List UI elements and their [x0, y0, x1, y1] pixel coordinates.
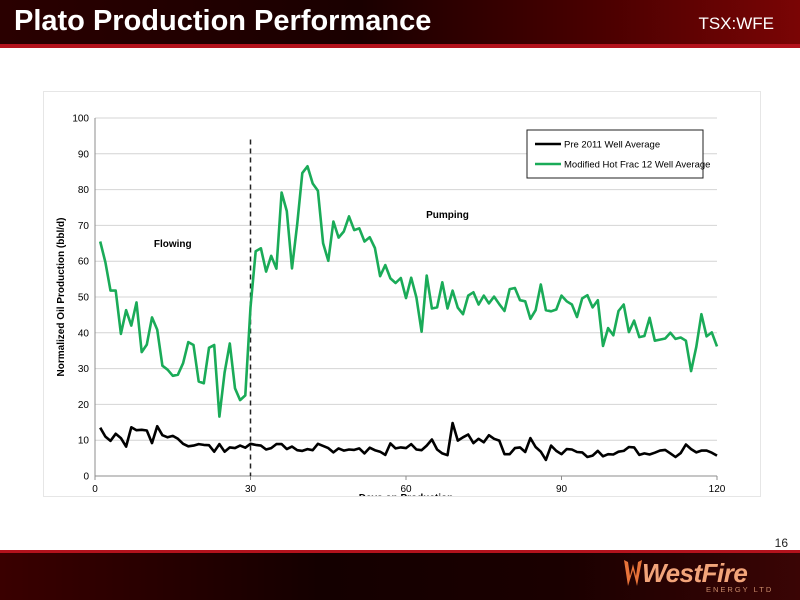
- page-number: 16: [774, 536, 788, 550]
- title-bar: Plato Production Performance TSX:WFE: [0, 0, 800, 44]
- logo-subtitle: ENERGY LTD: [706, 585, 774, 594]
- y-tick-label: 80: [78, 185, 90, 196]
- page-title: Plato Production Performance: [14, 5, 432, 37]
- y-tick-label: 50: [78, 293, 90, 304]
- y-tick-label: 20: [78, 400, 90, 411]
- footer-bar: [0, 553, 800, 600]
- header-divider: [0, 44, 800, 48]
- logo-wordmark: WestFire: [642, 558, 748, 588]
- y-tick-label: 40: [78, 328, 90, 339]
- y-tick-label: 70: [78, 221, 90, 232]
- westfire-logo: WestFire ENERGY LTD: [622, 556, 772, 598]
- y-tick-label: 100: [72, 114, 89, 125]
- x-tick-label: 120: [709, 484, 726, 495]
- x-tick-label: 60: [400, 484, 412, 495]
- legend-box: [526, 129, 704, 179]
- series-line-modified-hot-frac: [98, 165, 719, 418]
- chart-area: 0 10 20 30 40 50 60 70 80 90 100 0 30 60 90 120 Days on …: [43, 91, 761, 505]
- logo-flame-icon: [624, 560, 642, 586]
- production-chart: 0 10 20 30 40 50 60 70 80 90 100 0 30 60 90 120 Days on …: [56, 114, 726, 505]
- x-tick-label: 90: [556, 484, 568, 495]
- y-tick-label: 60: [78, 257, 90, 268]
- y-axis-title: Normalized Oil Production (bbl/d): [56, 218, 67, 377]
- y-tick-label: 30: [78, 364, 90, 375]
- legend-label: Pre 2011 Well Average: [564, 140, 660, 151]
- x-tick-label: 0: [92, 484, 98, 495]
- y-tick-label: 0: [83, 472, 89, 483]
- ticker-symbol: TSX:WFE: [698, 14, 774, 33]
- legend-label: Modified Hot Frac 12 Well Average: [564, 160, 710, 171]
- x-axis-title: Days on Production: [359, 493, 453, 496]
- series-line-pre-2011: [99, 421, 718, 462]
- x-tick-label: 30: [245, 484, 257, 495]
- y-tick-label: 10: [78, 436, 90, 447]
- annotation-pumping: Pumping: [426, 210, 469, 221]
- y-tick-label: 90: [78, 149, 90, 160]
- footer-divider: [0, 550, 800, 553]
- annotation-flowing: Flowing: [154, 239, 192, 250]
